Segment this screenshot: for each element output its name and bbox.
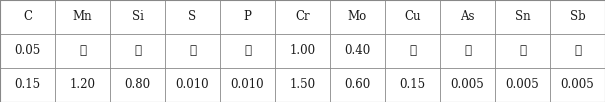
Text: S: S [188, 11, 197, 23]
Text: Cu: Cu [404, 11, 420, 23]
Text: C: C [23, 11, 32, 23]
Text: 0.05: 0.05 [15, 44, 41, 58]
Text: Si: Si [131, 11, 143, 23]
Text: Mn: Mn [73, 11, 93, 23]
Text: 0.80: 0.80 [125, 79, 151, 91]
Text: As: As [460, 11, 475, 23]
Text: 0.15: 0.15 [399, 79, 425, 91]
Text: 0.15: 0.15 [15, 79, 41, 91]
Text: 1.00: 1.00 [289, 44, 316, 58]
Text: 1.20: 1.20 [70, 79, 96, 91]
Text: 0.60: 0.60 [344, 79, 371, 91]
Text: Cr: Cr [295, 11, 310, 23]
Text: ≦: ≦ [574, 44, 581, 58]
Text: 1.50: 1.50 [289, 79, 316, 91]
Text: 0.005: 0.005 [506, 79, 540, 91]
Text: Sb: Sb [570, 11, 586, 23]
Text: ≦: ≦ [519, 44, 526, 58]
Text: Sn: Sn [515, 11, 531, 23]
Text: Mo: Mo [348, 11, 367, 23]
Text: ≦: ≦ [79, 44, 86, 58]
Text: 0.010: 0.010 [175, 79, 209, 91]
Text: P: P [244, 11, 252, 23]
Text: 0.010: 0.010 [231, 79, 264, 91]
Text: ≦: ≦ [464, 44, 471, 58]
Text: 0.40: 0.40 [344, 44, 371, 58]
Text: ≦: ≦ [189, 44, 196, 58]
Text: 0.005: 0.005 [451, 79, 485, 91]
Text: ≦: ≦ [134, 44, 141, 58]
Text: 0.005: 0.005 [561, 79, 594, 91]
Text: ≦: ≦ [409, 44, 416, 58]
Text: ≦: ≦ [244, 44, 251, 58]
